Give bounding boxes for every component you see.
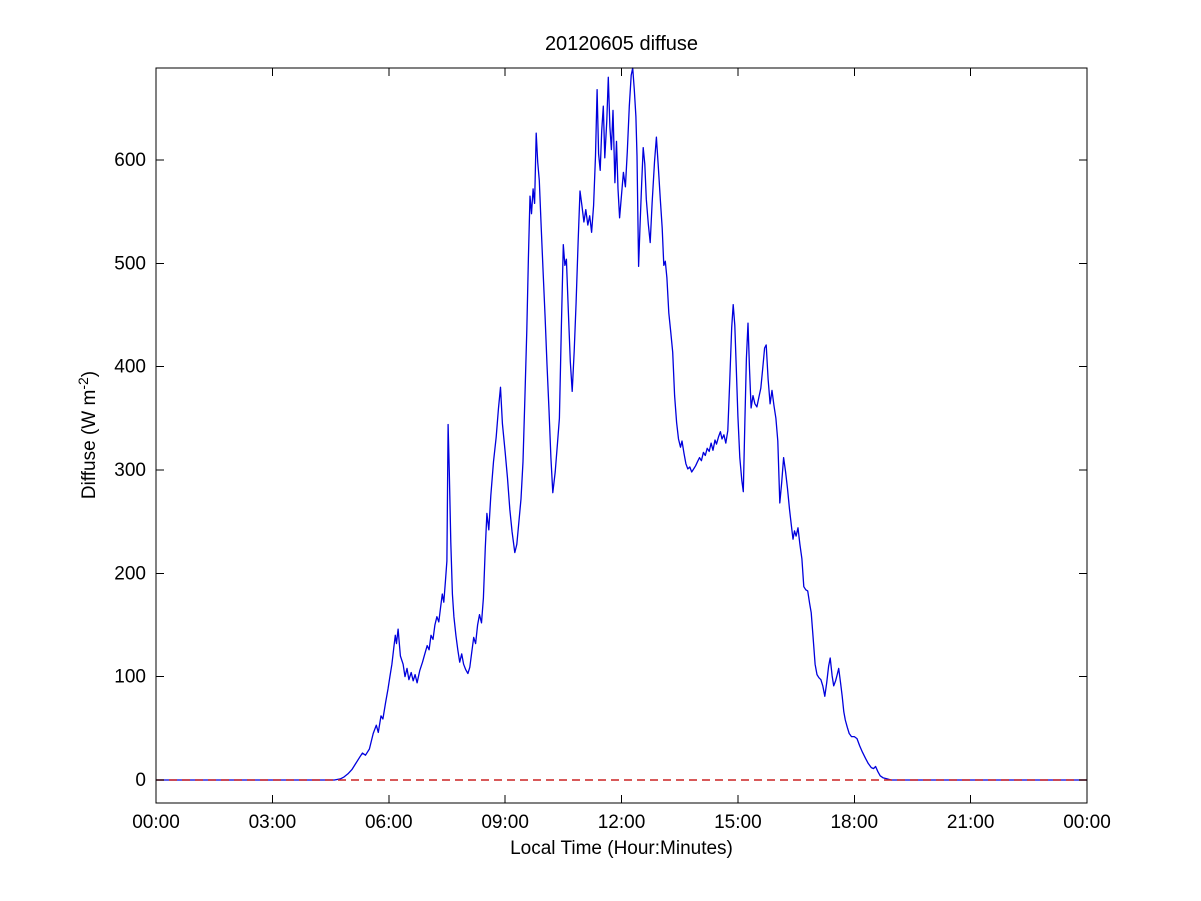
plot-border <box>155 67 1088 804</box>
y-tick-label: 300 <box>114 460 146 481</box>
series-line-diffuse <box>156 67 1087 781</box>
x-tick-label: 21:00 <box>947 812 995 833</box>
y-tick-label: 500 <box>114 253 146 274</box>
x-tick-label: 00:00 <box>1063 812 1111 833</box>
x-tick-label: 15:00 <box>714 812 762 833</box>
y-tick-label: 400 <box>114 357 146 378</box>
x-tick-label: 06:00 <box>365 812 413 833</box>
x-tick-label: 03:00 <box>249 812 297 833</box>
y-tick-label: 0 <box>135 770 146 791</box>
x-tick-label: 09:00 <box>481 812 529 833</box>
y-tick-label: 100 <box>114 667 146 688</box>
x-axis-label: Local Time (Hour:Minutes) <box>510 838 733 859</box>
chart-title: 20120605 diffuse <box>544 33 699 55</box>
y-tick-label: 600 <box>114 150 146 171</box>
y-tick-label: 200 <box>114 563 146 584</box>
x-tick-label: 00:00 <box>132 812 180 833</box>
x-tick-label: 12:00 <box>598 812 646 833</box>
x-tick-label: 18:00 <box>830 812 878 833</box>
